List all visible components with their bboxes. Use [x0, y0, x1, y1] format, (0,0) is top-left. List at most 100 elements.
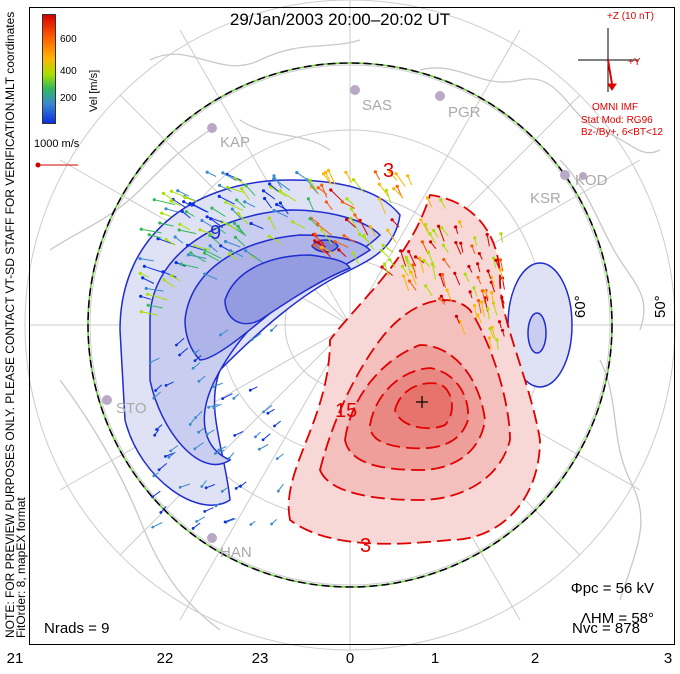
velocity-vector: [459, 321, 466, 335]
velocity-vector: [147, 293, 168, 301]
velocity-vector: [235, 484, 242, 489]
velocity-vector: [217, 227, 226, 235]
velocity-vector: [353, 179, 365, 194]
velocity-vector: [219, 184, 232, 192]
velocity-vector: [206, 429, 215, 435]
velocity-vector: [419, 258, 425, 273]
velocity-vector: [210, 218, 223, 229]
velocity-vector: [154, 429, 160, 436]
velocity-vector: [192, 362, 201, 369]
velocity-vector: [186, 211, 195, 217]
velocity-vector: [474, 305, 478, 320]
velocity-vector: [321, 185, 328, 198]
velocity-vector: [245, 185, 256, 196]
vector-origin: [141, 276, 145, 280]
contour-label: 9: [210, 222, 222, 244]
velocity-vector: [240, 481, 247, 487]
velocity-vector: [209, 235, 220, 245]
velocity-vector: [486, 234, 490, 247]
velocity-vector: [420, 219, 430, 234]
velocity-vector: [171, 275, 181, 282]
velocity-vector: [382, 244, 394, 253]
velocity-vector: [162, 271, 177, 278]
velocity-vector: [154, 199, 175, 206]
velocity-vector: [306, 179, 318, 194]
velocity-vector: [502, 330, 505, 337]
minimum-marker: [416, 396, 428, 408]
velocity-vector: [487, 308, 490, 320]
velocity-vector: [489, 328, 494, 339]
velocity-vector: [250, 520, 256, 525]
velocity-colorbar: [42, 14, 56, 124]
velocity-vector: [374, 171, 381, 181]
velocity-vector: [346, 198, 355, 206]
velocity-vector: [195, 411, 203, 419]
velocity-vector: [321, 229, 333, 245]
velocity-vector: [342, 201, 356, 209]
velocity-vector: [442, 274, 446, 288]
velocity-vector: [495, 260, 500, 268]
velocity-vector: [155, 384, 163, 391]
mlt-tick: 2: [530, 650, 540, 667]
velocity-vector: [309, 218, 319, 228]
mlt-tick: 1: [430, 650, 440, 667]
vector-origin: [146, 303, 150, 307]
velocity-vector: [500, 233, 504, 243]
velocity-vector: [234, 430, 244, 436]
hm-boundary-latitude: ΛHM = 58°: [580, 610, 654, 627]
velocity-vector: [386, 190, 392, 204]
velocity-vector: [153, 391, 161, 399]
velocity-vector: [245, 250, 264, 264]
velocity-vector: [204, 249, 222, 259]
velocity-vector: [160, 505, 167, 513]
vector-origin: [152, 198, 156, 202]
velocity-vector: [259, 444, 269, 450]
velocity-vector: [152, 522, 163, 528]
velocity-vector: [274, 420, 282, 427]
velocity-vector: [478, 300, 482, 314]
velocity-vector: [193, 204, 209, 213]
latitude-label-50: 50°: [652, 295, 669, 318]
velocity-vector: [439, 274, 445, 287]
vector-origin: [144, 286, 148, 291]
radar-label-han: HAN: [220, 544, 252, 561]
velocity-vector: [181, 263, 199, 269]
velocity-vector: [262, 433, 271, 441]
velocity-vector: [345, 172, 353, 183]
velocity-vector: [277, 483, 284, 492]
velocity-vector: [455, 242, 462, 255]
velocity-vector: [499, 321, 502, 329]
velocity-vector: [474, 237, 478, 246]
velocity-vector: [425, 224, 430, 234]
velocity-vector: [250, 386, 258, 391]
velocity-vector: [271, 519, 278, 525]
velocity-vector: [456, 316, 460, 324]
velocity-vector: [408, 251, 417, 267]
velocity-vector: [241, 188, 250, 200]
velocity-vector: [473, 287, 478, 297]
velocity-vector: [192, 522, 201, 529]
vector-origin: [473, 236, 477, 240]
radar-label-sto: STO: [116, 400, 147, 417]
velocity-vector: [156, 424, 163, 430]
velocity-vector: [296, 172, 311, 183]
velocity-vector: [443, 259, 451, 269]
velocity-vector: [204, 273, 218, 280]
velocity-vector: [140, 258, 154, 262]
velocity-vector: [220, 329, 229, 336]
velocity-vector: [196, 516, 206, 522]
velocity-vector: [491, 292, 495, 308]
positive-potential-cell: [287, 194, 541, 545]
velocity-vector: [273, 210, 289, 218]
velocity-vector: [198, 427, 205, 433]
velocity-vector: [354, 214, 361, 224]
radar-label-pgr: PGR: [448, 104, 481, 121]
velocity-vector: [225, 241, 241, 248]
velocity-vector: [219, 195, 235, 205]
imf-z-label: +Z (10 nT): [607, 11, 654, 22]
velocity-vector: [235, 237, 246, 247]
velocity-vector: [141, 311, 158, 316]
velocity-vector: [326, 201, 333, 211]
velocity-vector: [149, 357, 160, 364]
velocity-vector: [222, 393, 233, 400]
